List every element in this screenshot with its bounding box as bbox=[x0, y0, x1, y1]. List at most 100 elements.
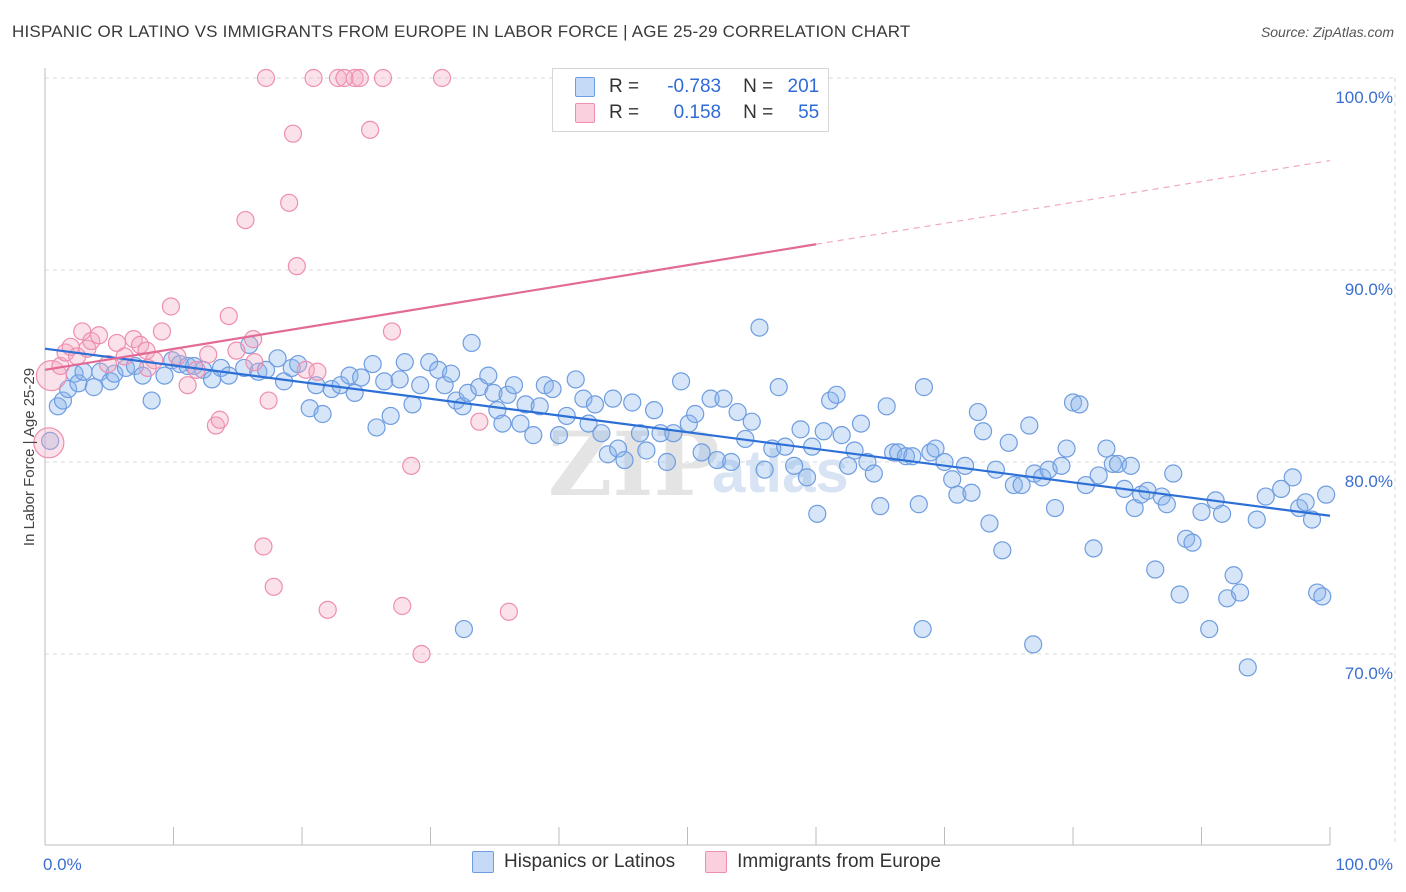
data-point-hispanics bbox=[686, 404, 705, 424]
data-point-hispanics bbox=[1313, 587, 1332, 606]
data-point-hispanics bbox=[742, 412, 761, 431]
data-point-hispanics bbox=[1084, 539, 1103, 558]
data-point-hispanics bbox=[1230, 583, 1250, 602]
data-point-hispanics bbox=[948, 485, 967, 504]
data-point-hispanics bbox=[980, 514, 999, 533]
data-point-hispanics bbox=[623, 393, 642, 412]
data-point-hispanics bbox=[41, 431, 60, 450]
data-point-hispanics bbox=[74, 362, 93, 381]
data-point-immigrants bbox=[280, 193, 299, 212]
legend-r-label: R = bbox=[609, 102, 640, 123]
data-point-immigrants bbox=[345, 68, 364, 88]
data-point-hispanics bbox=[1247, 510, 1266, 529]
series-legend: Hispanics or Latinos Immigrants from Eur… bbox=[472, 851, 971, 873]
data-point-hispanics bbox=[1103, 454, 1122, 474]
legend-swatch-blue bbox=[472, 851, 494, 873]
y-tick-label: 70.0% bbox=[1345, 664, 1393, 683]
correlation-legend: R = -0.783 N = 201 R = 0.158 N = 55 bbox=[552, 68, 829, 132]
data-point-immigrants bbox=[470, 412, 489, 431]
data-point-hispanics bbox=[395, 353, 414, 372]
data-point-hispanics bbox=[935, 452, 954, 472]
data-point-hispanics bbox=[219, 366, 238, 385]
data-point-immigrants bbox=[499, 602, 518, 621]
data-point-hispanics bbox=[769, 378, 788, 397]
data-point-hispanics bbox=[637, 441, 656, 460]
legend-n-value: 201 bbox=[787, 76, 820, 97]
data-point-immigrants bbox=[308, 362, 327, 381]
data-point-hispanics bbox=[603, 389, 623, 408]
data-point-hispanics bbox=[814, 422, 833, 441]
legend-n-value: 55 bbox=[798, 102, 820, 123]
data-point-hispanics bbox=[1024, 635, 1043, 654]
legend-label-hispanics: Hispanics or Latinos bbox=[504, 851, 676, 872]
legend-r-label: R = bbox=[609, 76, 640, 97]
data-point-hispanics bbox=[1183, 533, 1202, 552]
data-point-hispanics bbox=[585, 395, 605, 414]
data-point-hispanics bbox=[827, 385, 846, 404]
data-point-immigrants bbox=[402, 456, 421, 475]
data-point-hispanics bbox=[644, 401, 664, 420]
data-point-hispanics bbox=[1256, 487, 1275, 506]
data-point-hispanics bbox=[367, 418, 386, 437]
data-point-hispanics bbox=[722, 452, 741, 472]
data-point-hispanics bbox=[914, 378, 934, 397]
data-point-hispanics bbox=[714, 389, 733, 408]
data-point-immigrants bbox=[287, 257, 306, 276]
data-point-hispanics bbox=[592, 424, 611, 443]
data-point-immigrants bbox=[318, 600, 337, 619]
data-point-immigrants bbox=[382, 322, 402, 341]
data-point-hispanics bbox=[363, 354, 382, 374]
data-point-hispanics bbox=[1121, 456, 1140, 475]
data-point-hispanics bbox=[142, 391, 161, 410]
data-point-hispanics bbox=[926, 439, 945, 458]
data-point-hispanics bbox=[791, 420, 810, 439]
data-point-hispanics bbox=[574, 389, 593, 408]
data-point-hispanics bbox=[1212, 504, 1232, 523]
legend-swatch-pink bbox=[575, 103, 595, 123]
data-point-hispanics bbox=[909, 495, 928, 514]
y-axis-title: In Labor Force | Age 25-29 bbox=[21, 368, 38, 546]
data-point-hispanics bbox=[755, 460, 774, 479]
data-point-hispanics bbox=[1296, 493, 1315, 512]
data-point-hispanics bbox=[797, 468, 817, 487]
trend-lines bbox=[44, 159, 1331, 517]
data-point-immigrants bbox=[304, 68, 323, 88]
data-point-hispanics bbox=[53, 391, 73, 410]
data-point-immigrants bbox=[412, 644, 431, 664]
data-point-hispanics bbox=[707, 450, 727, 470]
data-point-immigrants bbox=[254, 537, 273, 556]
data-point-hispanics bbox=[454, 619, 474, 639]
data-point-hispanics bbox=[498, 385, 517, 404]
data-point-immigrants bbox=[283, 124, 303, 143]
data-point-hispanics bbox=[877, 397, 896, 416]
data-point-hispanics bbox=[549, 426, 569, 445]
data-point-hispanics bbox=[839, 456, 858, 475]
data-point-hispanics bbox=[943, 470, 962, 489]
data-point-hispanics bbox=[1157, 495, 1176, 514]
data-point-hispanics bbox=[871, 497, 890, 516]
data-point-hispanics bbox=[962, 483, 981, 502]
data-point-hispanics bbox=[1164, 464, 1183, 483]
data-point-hispanics bbox=[435, 376, 454, 395]
data-point-hispanics bbox=[858, 452, 877, 472]
data-point-hispanics bbox=[1063, 393, 1083, 412]
legend-n-label: N = bbox=[743, 76, 774, 97]
data-point-immigrants bbox=[256, 68, 276, 88]
source-label: Source: ZipAtlas.com bbox=[1260, 24, 1394, 40]
legend-item-immigrants[interactable]: Immigrants from Europe bbox=[705, 851, 941, 873]
legend-item-hispanics[interactable]: Hispanics or Latinos bbox=[472, 851, 675, 873]
legend-swatch-pink bbox=[705, 851, 728, 873]
data-point-immigrants bbox=[168, 347, 187, 366]
data-point-immigrants bbox=[259, 391, 278, 410]
data-point-immigrants bbox=[33, 427, 65, 459]
data-point-hispanics bbox=[345, 383, 364, 402]
data-point-hispanics bbox=[1070, 395, 1089, 414]
data-point-hispanics bbox=[851, 414, 871, 433]
data-point-hispanics bbox=[1097, 439, 1116, 458]
data-point-immigrants bbox=[161, 297, 181, 316]
legend-row-hispanics: R = -0.783 N = 201 bbox=[575, 74, 819, 100]
data-point-immigrants bbox=[199, 345, 218, 364]
data-point-hispanics bbox=[955, 456, 975, 475]
legend-r-value: -0.783 bbox=[667, 76, 722, 97]
